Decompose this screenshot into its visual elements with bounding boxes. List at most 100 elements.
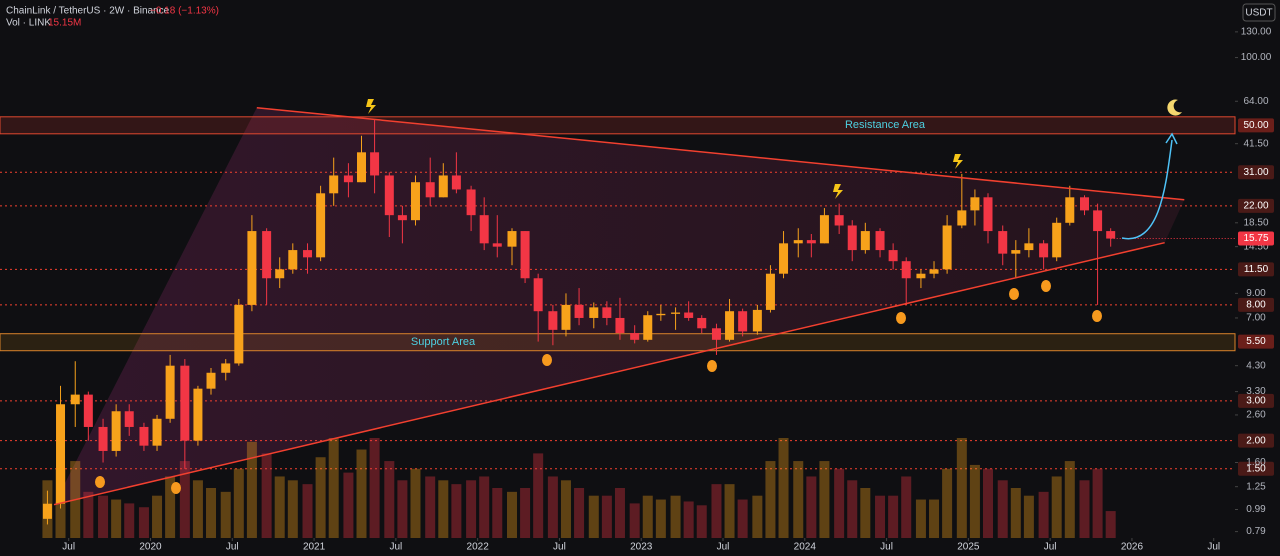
lightning-icon [366,99,376,114]
volume-bar [711,484,722,538]
volume-bar [819,461,830,538]
front-layer: Resistance Area 50.00 Support Area 5.50 31.0… [53,27,1274,553]
volume-bar [438,480,449,538]
candle-body [275,269,285,279]
volume-bar [560,480,571,538]
volume-bar [983,468,993,538]
candle-body [438,175,448,198]
candle-body [206,372,216,389]
candle-body [451,175,461,190]
volume-bar [492,488,503,538]
x-tick-label: Jul [880,542,893,553]
candle-body [357,152,367,183]
level-label: 1.50 [1246,463,1266,474]
volume-bar [601,495,612,538]
candle-body [124,411,134,427]
volume-bar [724,484,735,538]
volume-bar [969,464,980,538]
candle-body [602,307,612,318]
candle-body [860,231,870,251]
volume-bar [343,472,354,538]
level-label: 31.00 [1243,167,1268,178]
x-tick-label: Jul [1207,542,1220,553]
volume-bar [737,499,748,538]
candle-body [765,273,775,310]
level-label-box [1238,393,1274,408]
candle-body [957,210,967,226]
volume-bar [328,438,339,538]
candle-body [316,193,326,258]
volume-bar [261,453,272,538]
moon-icon [1167,99,1182,116]
volume-bar [451,484,462,538]
lightning-icon [833,184,843,199]
level-label-box [1238,433,1274,448]
candle-body [165,365,175,419]
trendline [256,106,1185,201]
back-layer [0,107,1236,505]
volume-bar [588,495,599,538]
candle-body [247,231,257,305]
volume-bar [670,495,681,538]
candle-body [970,197,980,211]
volume-bar [111,499,122,538]
candle-body [193,388,203,441]
volume-bar [942,468,953,538]
volume-bar [287,480,298,538]
volume-bar [246,441,257,538]
candle-body [98,426,108,451]
volume-bar [997,480,1008,538]
candle-body [492,243,502,247]
volume-bar [1051,476,1062,538]
level-label: 5.50 [1246,336,1266,347]
candle-body [343,175,353,183]
candle-body [615,317,625,334]
zone-label: Resistance Area [845,119,926,131]
volume-bar [847,480,858,538]
candle-body [1106,231,1116,239]
candle-body [738,311,748,332]
level-label: 22.00 [1243,200,1268,211]
candle-body [234,304,244,364]
candle-body [425,182,435,198]
candle-body [697,317,707,329]
candle-body [479,215,489,244]
candle-body [983,197,993,232]
volume-bar [397,480,408,538]
level-label-box [1238,165,1274,180]
candle-body [303,250,313,258]
candle-body [533,278,543,312]
triangle-fill [53,107,1185,505]
volume-bar [778,438,789,538]
volume-bar [179,461,190,538]
volume-bar [1079,480,1090,538]
volume-bar [915,499,926,538]
candle-body [847,225,857,251]
y-tick-label: 9.00 [1246,288,1266,299]
volume-bar [384,461,395,538]
level-label: 2.00 [1246,435,1266,446]
volume-bar [206,488,217,538]
candle-body [548,311,558,330]
candle-body [262,231,272,279]
volume-value: 15.15M [48,18,81,29]
volume-bar [1010,488,1021,538]
candle-body [834,215,844,226]
candle-body [520,231,530,279]
volume-bar [233,468,244,538]
x-tick-label: Jul [62,542,75,553]
candle-body [875,231,885,251]
candle-body [589,307,599,318]
level-label-box [1238,461,1274,476]
volume-bar [752,495,763,538]
volume-bar [274,476,285,538]
level-label-box [1238,262,1274,277]
volume-bar [929,499,940,538]
y-tick-label: 1.60 [1246,457,1266,468]
y-tick-label: 14.50 [1243,241,1268,252]
volume-bar [356,449,367,538]
candle-body [410,182,420,221]
volume-bar [520,488,531,538]
